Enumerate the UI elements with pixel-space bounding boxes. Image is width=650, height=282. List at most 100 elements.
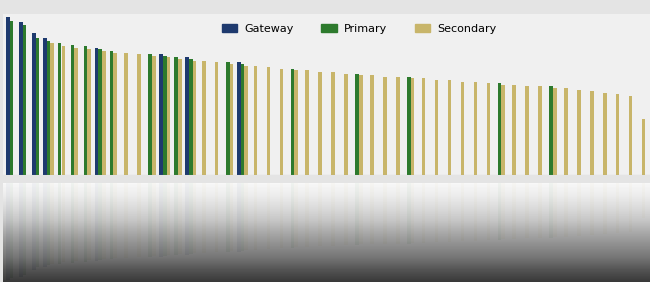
Bar xyxy=(306,70,309,175)
Bar xyxy=(62,183,65,262)
Bar xyxy=(226,62,229,175)
Bar xyxy=(193,61,196,175)
Bar xyxy=(244,183,248,250)
Bar xyxy=(226,183,229,252)
Bar xyxy=(512,85,516,175)
Bar xyxy=(629,183,632,232)
Bar xyxy=(109,51,113,175)
Bar xyxy=(396,183,400,244)
Bar xyxy=(332,72,335,175)
Bar xyxy=(332,183,335,246)
Bar xyxy=(185,58,189,175)
Bar xyxy=(87,49,91,175)
Bar xyxy=(280,183,283,248)
Bar xyxy=(10,183,14,278)
Bar xyxy=(43,183,47,267)
Bar xyxy=(113,53,117,175)
Bar xyxy=(102,51,106,175)
Bar xyxy=(178,59,181,175)
Bar xyxy=(461,183,464,241)
Bar xyxy=(512,183,516,239)
Bar xyxy=(237,62,240,175)
Bar xyxy=(58,183,61,264)
Bar xyxy=(23,183,27,275)
Bar xyxy=(36,38,39,175)
Bar xyxy=(525,86,529,175)
Bar xyxy=(163,56,167,175)
Bar xyxy=(174,183,178,255)
Bar xyxy=(23,25,27,175)
Bar xyxy=(448,183,451,241)
Bar xyxy=(383,183,387,244)
Bar xyxy=(344,183,348,245)
Bar xyxy=(616,94,619,175)
Bar xyxy=(280,69,283,175)
Bar xyxy=(137,54,141,175)
Bar xyxy=(47,183,50,265)
Bar xyxy=(62,46,65,175)
Bar xyxy=(193,183,196,254)
Bar xyxy=(6,17,10,175)
Bar xyxy=(163,183,167,256)
Bar xyxy=(159,54,163,175)
Bar xyxy=(240,64,244,175)
Bar xyxy=(435,80,438,175)
Bar xyxy=(178,183,181,254)
Bar xyxy=(254,183,257,250)
Bar xyxy=(36,183,39,267)
Bar xyxy=(71,183,74,263)
Bar xyxy=(642,183,645,218)
Bar xyxy=(501,183,505,239)
Bar xyxy=(75,48,78,175)
Bar xyxy=(291,69,294,175)
Bar xyxy=(237,183,240,252)
Bar xyxy=(616,183,619,233)
Bar xyxy=(71,45,74,175)
Bar xyxy=(359,183,363,244)
Bar xyxy=(497,83,501,175)
Bar xyxy=(159,183,163,257)
Bar xyxy=(148,183,152,257)
Bar xyxy=(629,96,632,175)
Legend: Gateway, Primary, Secondary: Gateway, Primary, Secondary xyxy=(218,20,500,39)
Bar xyxy=(411,78,415,175)
Bar xyxy=(603,93,606,175)
Bar xyxy=(43,38,47,175)
Bar xyxy=(461,81,464,175)
Bar xyxy=(75,183,78,261)
Bar xyxy=(318,72,322,175)
Bar xyxy=(229,64,233,175)
Bar xyxy=(87,183,91,260)
Bar xyxy=(538,183,542,237)
Bar xyxy=(407,183,411,244)
Bar xyxy=(486,83,490,175)
Bar xyxy=(254,65,257,175)
Bar xyxy=(137,183,141,257)
Bar xyxy=(553,88,556,175)
Bar xyxy=(202,183,205,254)
Bar xyxy=(435,183,438,241)
Bar xyxy=(51,43,54,175)
Bar xyxy=(32,33,36,175)
Bar xyxy=(359,75,363,175)
Bar xyxy=(294,70,298,175)
Bar xyxy=(549,183,553,237)
Bar xyxy=(396,77,400,175)
Bar xyxy=(109,183,113,259)
Bar xyxy=(124,183,128,258)
Bar xyxy=(19,22,23,175)
Bar xyxy=(98,183,102,260)
Bar xyxy=(167,183,170,255)
Bar xyxy=(229,183,233,252)
Bar xyxy=(577,90,580,175)
Bar xyxy=(174,58,178,175)
Bar xyxy=(577,183,580,236)
Bar xyxy=(189,59,192,175)
Bar xyxy=(10,21,14,175)
Bar xyxy=(98,49,102,175)
Bar xyxy=(407,77,411,175)
Bar xyxy=(32,183,36,270)
Bar xyxy=(497,183,501,240)
Bar xyxy=(84,183,87,262)
Bar xyxy=(95,183,98,261)
